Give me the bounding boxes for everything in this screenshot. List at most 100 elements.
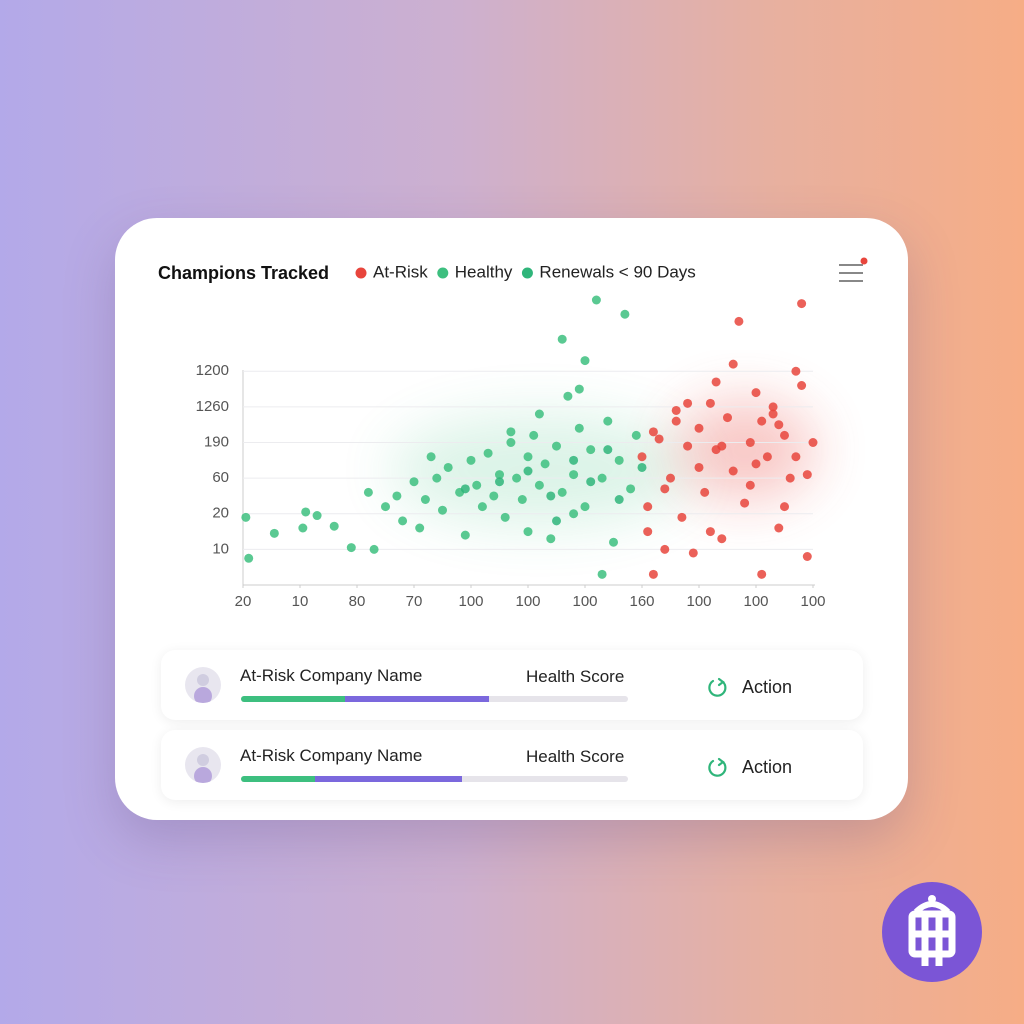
data-point xyxy=(426,452,436,462)
data-point xyxy=(643,527,653,537)
company-name: At-Risk Company Name xyxy=(240,666,423,685)
action-label: Action xyxy=(742,756,793,777)
x-tick-label: 100 xyxy=(800,593,825,610)
x-tick-label: 80 xyxy=(349,593,366,610)
data-point xyxy=(791,366,801,376)
account-row: At-Risk Company Name Health Score Action xyxy=(161,650,863,720)
avatar xyxy=(185,747,221,783)
data-point xyxy=(574,384,584,394)
data-point xyxy=(609,537,618,547)
data-point xyxy=(477,502,487,512)
data-point xyxy=(768,402,778,412)
data-point xyxy=(603,416,613,426)
data-point xyxy=(546,534,556,544)
data-point xyxy=(654,434,664,444)
data-point xyxy=(671,416,681,426)
data-point xyxy=(626,484,636,494)
action-button[interactable]: Action xyxy=(706,672,792,702)
data-point xyxy=(631,430,641,440)
data-point xyxy=(591,295,601,305)
data-point xyxy=(529,430,539,440)
menu-button[interactable] xyxy=(839,257,868,282)
data-point xyxy=(757,569,767,579)
data-point xyxy=(534,480,544,490)
legend-marker xyxy=(355,267,367,279)
data-point xyxy=(460,484,470,494)
notification-dot xyxy=(860,257,868,265)
legend-marker xyxy=(437,267,449,279)
data-point xyxy=(728,466,738,476)
x-tick-label: 10 xyxy=(292,593,309,610)
data-point xyxy=(597,473,607,483)
chart-title: Champions Tracked xyxy=(158,263,329,283)
data-point xyxy=(392,491,402,501)
data-point xyxy=(614,455,624,465)
data-point xyxy=(517,495,527,504)
health-segment xyxy=(241,776,315,782)
logo-icon xyxy=(908,895,956,966)
data-point xyxy=(688,548,698,558)
health-segment xyxy=(314,776,462,782)
data-point xyxy=(734,316,744,326)
data-point xyxy=(472,480,482,490)
data-point xyxy=(483,448,493,458)
x-tick-label: 100 xyxy=(515,593,540,610)
data-point xyxy=(557,334,567,344)
data-point xyxy=(648,569,658,579)
data-point xyxy=(569,455,579,465)
data-point xyxy=(523,452,533,462)
data-point xyxy=(705,398,715,408)
data-point xyxy=(808,438,818,447)
data-point xyxy=(312,511,322,521)
avatar xyxy=(185,667,221,703)
data-point xyxy=(666,473,675,483)
data-point xyxy=(700,487,710,497)
x-tick-label: 20 xyxy=(235,593,252,610)
action-label: Action xyxy=(742,676,793,697)
x-tick-label: 100 xyxy=(743,593,768,610)
data-point xyxy=(780,430,789,440)
data-point xyxy=(495,477,504,487)
x-tick-label: 70 xyxy=(406,593,423,610)
data-point xyxy=(711,377,721,387)
legend-label: Healthy xyxy=(455,262,513,281)
action-button[interactable]: Action xyxy=(706,752,792,782)
data-point xyxy=(780,502,789,512)
y-tick-label: 1200 xyxy=(196,362,229,379)
data-point xyxy=(438,505,447,515)
data-point xyxy=(671,405,681,415)
data-point xyxy=(802,552,812,561)
data-point xyxy=(586,477,596,487)
data-point xyxy=(586,445,596,455)
data-point xyxy=(694,423,704,433)
data-point xyxy=(534,409,544,419)
y-tick-label: 1260 xyxy=(196,398,229,415)
y-tick-label: 20 xyxy=(212,505,229,522)
health-segment xyxy=(345,696,489,702)
data-point xyxy=(797,381,807,390)
logo xyxy=(882,882,982,982)
data-point xyxy=(791,452,801,462)
data-point xyxy=(301,507,311,517)
data-point xyxy=(552,516,561,526)
data-point xyxy=(574,423,584,433)
data-point xyxy=(637,462,647,472)
data-point xyxy=(346,543,356,553)
data-point xyxy=(398,516,408,526)
legend-label: At-Risk xyxy=(373,262,428,281)
y-tick-label: 60 xyxy=(212,469,229,486)
data-point xyxy=(552,441,561,451)
data-point xyxy=(523,527,533,537)
data-point xyxy=(415,523,425,533)
data-point xyxy=(512,473,522,483)
data-point xyxy=(466,455,476,465)
data-point xyxy=(728,359,738,369)
data-point xyxy=(723,413,732,423)
data-point xyxy=(381,502,390,512)
x-tick-label: 100 xyxy=(572,593,597,610)
health-bar xyxy=(241,776,628,782)
data-point xyxy=(774,420,784,430)
data-point xyxy=(677,512,687,522)
